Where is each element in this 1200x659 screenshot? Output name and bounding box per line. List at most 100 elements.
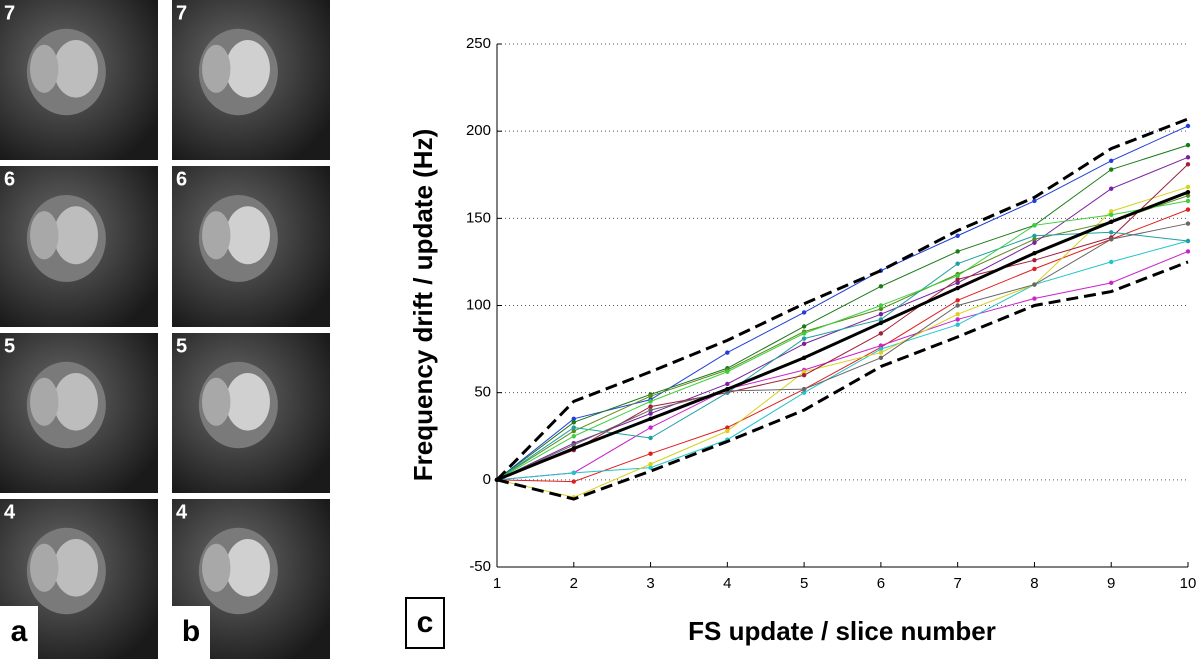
- series-line: [496, 240, 1189, 481]
- data-point: [1185, 123, 1191, 129]
- data-point: [571, 434, 576, 439]
- data-point: [955, 312, 960, 317]
- ventricle: [202, 211, 231, 260]
- data-point: [571, 442, 576, 448]
- panel-label: b: [182, 615, 200, 648]
- data-point: [878, 346, 884, 352]
- data-point: [1185, 155, 1191, 160]
- x-tick-label: 5: [800, 575, 808, 592]
- row-label: 6: [4, 168, 15, 190]
- ventricle: [202, 377, 231, 426]
- data-point: [571, 446, 576, 451]
- y-tick-label: 50: [474, 384, 491, 401]
- data-point: [801, 390, 807, 395]
- x-tick-label: 4: [723, 575, 731, 592]
- ventricle: [30, 377, 59, 426]
- row-label: 7: [176, 2, 187, 24]
- data-point: [1185, 184, 1191, 190]
- ventricle: [30, 211, 59, 260]
- ventricle: [30, 543, 59, 592]
- data-point: [955, 317, 960, 322]
- bound-line: [495, 117, 1189, 481]
- data-point: [571, 428, 576, 434]
- y-axis-title: Frequency drift / update (Hz): [408, 129, 438, 481]
- data-point: [878, 343, 884, 348]
- data-point: [801, 386, 807, 392]
- data-point: [801, 373, 807, 378]
- data-point: [801, 310, 807, 315]
- x-tick-label: 2: [570, 575, 578, 592]
- data-point: [1032, 282, 1037, 287]
- data-point: [1185, 162, 1191, 167]
- data-point: [1185, 238, 1191, 244]
- data-point: [571, 470, 576, 476]
- data-point: [955, 322, 960, 327]
- series-line: [496, 209, 1189, 483]
- data-point: [1109, 158, 1114, 164]
- data-point: [878, 284, 884, 289]
- data-point: [648, 461, 653, 467]
- ventricle: [53, 373, 98, 431]
- row-label: 4: [4, 501, 16, 523]
- data-point: [801, 336, 807, 341]
- data-point: [1109, 219, 1114, 225]
- data-point: [648, 399, 653, 404]
- y-tick-label: 250: [466, 35, 491, 52]
- label-box: [405, 597, 445, 649]
- data-point: [648, 393, 653, 399]
- y-tick-label: 0: [483, 471, 491, 488]
- data-point: [1032, 237, 1037, 242]
- data-point: [1109, 230, 1114, 235]
- x-tick-label: 6: [877, 575, 885, 592]
- data-point: [1032, 251, 1037, 256]
- data-point: [878, 317, 884, 322]
- series-line: [496, 125, 1189, 481]
- data-point: [648, 465, 653, 470]
- data-point: [1109, 167, 1114, 172]
- panel-label: c: [417, 606, 434, 639]
- x-axis-title: FS update / slice number: [688, 616, 996, 646]
- ventricle: [202, 543, 231, 592]
- data-point: [1185, 193, 1191, 198]
- bound-line: [496, 260, 1189, 501]
- data-point: [571, 416, 576, 422]
- data-point: [878, 306, 884, 312]
- data-point: [1109, 209, 1114, 214]
- data-point: [648, 451, 653, 456]
- data-point: [955, 303, 960, 308]
- data-point: [955, 285, 960, 291]
- data-point: [955, 249, 960, 254]
- ventricle: [53, 40, 98, 98]
- y-tick-label: -50: [469, 558, 491, 575]
- x-tick-label: 9: [1107, 575, 1115, 592]
- data-point: [1032, 240, 1037, 245]
- y-tick-label: 200: [466, 122, 491, 139]
- ventricle: [225, 206, 270, 265]
- series-line: [496, 250, 1189, 481]
- data-point: [648, 425, 653, 430]
- data-point: [955, 280, 960, 286]
- data-point: [1109, 212, 1114, 218]
- ventricle: [225, 373, 270, 431]
- ventricle: [30, 44, 59, 93]
- ventricle: [225, 539, 270, 597]
- data-point: [955, 273, 960, 279]
- data-point: [1032, 296, 1037, 301]
- chart: -50 0 50 100 150 200 250 1 2 3 4 5 6 7 8 9 10: [466, 35, 1196, 592]
- data-point: [801, 324, 807, 329]
- data-point: [801, 355, 807, 360]
- series-line: [496, 195, 1189, 481]
- data-point: [801, 369, 807, 374]
- data-point: [1109, 237, 1114, 242]
- series-line: [496, 200, 1189, 481]
- data-point: [725, 350, 730, 355]
- y-tick-label: 150: [466, 209, 491, 226]
- data-point: [648, 416, 653, 422]
- data-point: [725, 369, 730, 374]
- x-tick-label: 1: [493, 575, 501, 592]
- data-point: [955, 277, 960, 282]
- data-point: [878, 350, 884, 355]
- y-tick-label: 100: [466, 296, 491, 313]
- x-tick-label: 8: [1030, 575, 1038, 592]
- x-tick-label: 3: [646, 575, 654, 592]
